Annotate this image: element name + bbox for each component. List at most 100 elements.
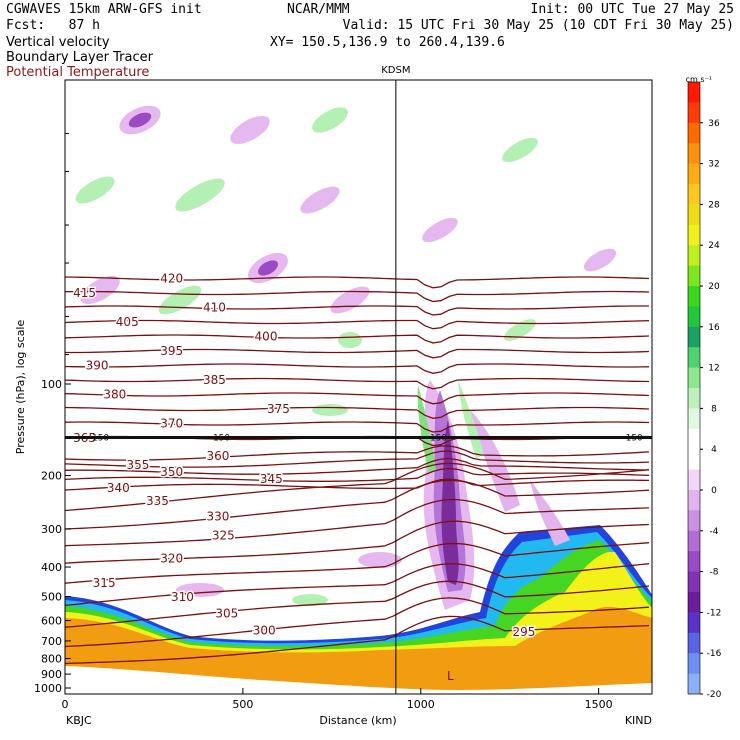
colorbar-swatch (688, 510, 700, 532)
isentrope-line (65, 563, 650, 607)
isentrope-line (65, 421, 650, 433)
colorbar-tick-label: 20 (708, 282, 720, 292)
x-tick-label: 1500 (585, 698, 613, 711)
wave-cell (312, 107, 348, 133)
isentrope-label: 410 (203, 301, 226, 315)
isentrope-line (65, 392, 650, 405)
wave-cell (504, 319, 536, 341)
y-tick-label: 600 (41, 615, 62, 628)
isentrope-line (65, 348, 650, 359)
colorbar-swatch (688, 204, 700, 226)
model-title: CGWAVES 15km ARW-GFS init (6, 2, 202, 17)
y-tick-label: 100 (41, 378, 62, 391)
isentrope-line (65, 457, 650, 475)
forecast-hour: Fcst: 87 h (6, 18, 100, 33)
y-tick-label: 900 (41, 668, 62, 681)
y-axis-label: Pressure (hPa), log scale (14, 320, 27, 455)
ground-terrain (65, 666, 652, 694)
colorbar-swatch (688, 449, 700, 470)
colorbar-swatch (688, 490, 700, 511)
isentrope-label: 325 (212, 529, 235, 543)
isentrope-line (65, 450, 650, 468)
isentrope-label-layer: 295 300 305 310 315 320 325 330 335 340 345 350 355 3… (72, 270, 537, 641)
valid-time: Valid: 15 UTC Fri 30 May 25 (10 CDT Fri … (342, 18, 734, 33)
isentrope-label: 315 (93, 576, 116, 590)
wave-cell (292, 594, 328, 606)
wave-cell (258, 260, 278, 276)
colorbar-swatch (688, 673, 700, 695)
colorbar-tick-label: 4 (711, 445, 717, 455)
x-axis-label: Distance (km) (319, 714, 396, 727)
colorbar-tick-label: 12 (708, 364, 719, 374)
colorbar-swatch (688, 530, 700, 552)
wave-cell (158, 285, 202, 315)
y-tick-label: 500 (41, 590, 62, 603)
isentrope-line (65, 363, 650, 374)
isentrope-line (65, 478, 650, 491)
colorbar-tick-label: -20 (707, 690, 722, 700)
init-time: Init: 00 UTC Tue 27 May 25 (530, 2, 735, 17)
y-tick-label: 300 (41, 523, 62, 536)
colorbar-tick-label: -8 (710, 568, 719, 578)
colorbar-swatch (688, 184, 700, 205)
y-tick-label: 700 (41, 635, 62, 648)
wave-cell (422, 217, 458, 243)
isentrope-label: 340 (107, 481, 130, 495)
colorbar-swatch (688, 122, 700, 144)
wave-cell (583, 248, 617, 272)
isentrope-label: 300 (253, 623, 276, 637)
cross-section-coords: XY= 150.5,136.9 to 260.4,139.6 (270, 35, 505, 50)
wave-cell (330, 286, 370, 314)
isentrope-line (65, 276, 650, 289)
tropopause-labels: 150 150 150 150 (92, 434, 643, 444)
colorbar-tick-label: 32 (708, 160, 719, 170)
x-tick-label: 1000 (407, 698, 435, 711)
x-tick-label: 500 (232, 698, 253, 711)
colorbar-swatch (688, 245, 700, 266)
station-marker-label: KDSM (381, 65, 410, 76)
colorbar-tick-label: 16 (708, 323, 720, 333)
colorbar-swatch (688, 82, 700, 103)
colorbar-swatch (688, 163, 700, 185)
isentrope-label: 330 (207, 510, 230, 524)
colorbar-swatch (688, 592, 700, 613)
isentrope-label: 405 (116, 315, 139, 329)
isentrope-label: 375 (267, 402, 290, 416)
isentrope-line (65, 520, 650, 564)
isentrope-label: 370 (160, 417, 183, 431)
isentrope-label: 335 (146, 494, 169, 508)
isentrope-line (65, 615, 650, 665)
isentrope-label: 390 (86, 359, 109, 373)
colorbar-swatch (688, 306, 700, 328)
tropopause-label: 150 (430, 434, 447, 444)
colorbar-tick-label: 28 (708, 200, 720, 210)
isentrope-layer (65, 276, 650, 665)
colorbar-swatch (688, 469, 700, 491)
colorbar-swatch (688, 653, 700, 674)
isentrope-label: 415 (73, 286, 96, 300)
colorbar-swatch (688, 347, 700, 368)
colorbar-swatch (688, 143, 700, 164)
isentrope-label: 310 (171, 590, 194, 604)
x-end-label-left: KBJC (66, 714, 92, 727)
colorbar-swatch (688, 326, 700, 348)
isentrope-label: 305 (215, 606, 238, 620)
colorbar-swatch (688, 286, 700, 307)
colorbar-swatch (688, 632, 700, 654)
x-axis: 0 500 1000 1500 (62, 688, 613, 711)
wave-cell (128, 112, 152, 128)
colorbar-tick-label: 0 (711, 486, 717, 496)
isentrope-label: 400 (255, 330, 278, 344)
colorbar: 36 32 28 24 20 16 12 8 4 0 -4 -8 -12 -16 -20 (687, 81, 722, 700)
colorbar-swatch (688, 551, 700, 572)
field-vertical-velocity: Vertical velocity (6, 35, 110, 50)
colorbar-tick-label: -12 (707, 608, 722, 618)
colorbar-swatch (688, 224, 700, 246)
isentrope-label: 345 (260, 472, 283, 486)
wave-cell (230, 116, 270, 144)
isentrope-line (65, 406, 650, 419)
colorbar-swatch (688, 428, 700, 450)
x-end-label-right: KIND (625, 714, 652, 727)
isentrope-label: 295 (512, 625, 535, 639)
colorbar-swatch (688, 265, 700, 287)
